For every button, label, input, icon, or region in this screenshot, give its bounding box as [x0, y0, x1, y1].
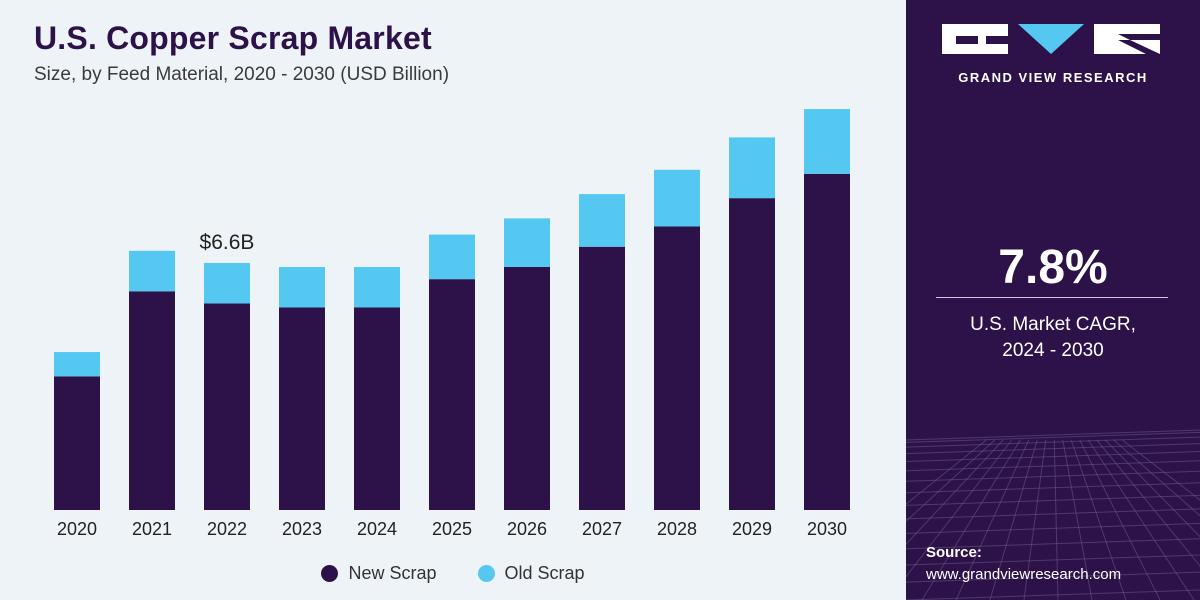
grid-line-h-13	[906, 571, 1200, 583]
legend-label-old-scrap: Old Scrap	[504, 563, 585, 583]
grid-line-v-16	[1121, 439, 1200, 501]
grand-view-research-logo	[942, 24, 1160, 54]
grid-line-v-9	[1062, 439, 1093, 600]
grid-line-v-15	[1113, 439, 1200, 517]
grid-line-h-0	[906, 429, 1200, 441]
grid-line-h-9	[906, 508, 1200, 520]
legend-label-new-scrap: New Scrap	[348, 563, 437, 583]
bar-old-scrap-2028	[654, 169, 700, 227]
brand-name: GRAND VIEW RESEARCH	[958, 70, 1148, 85]
chart-subtitle: Size, by Feed Material, 2020 - 2030 (USD…	[34, 64, 450, 85]
bar-new-scrap-2021	[129, 291, 175, 510]
stacked-bar-chart: 2020 2021 2022 $6.6B 2023 2024 2025 2026 2027 202…	[54, 109, 850, 539]
bar-new-scrap-2026	[504, 267, 550, 510]
grid-line-v-5	[955, 439, 1030, 600]
grid-line-v-10	[1070, 439, 1127, 600]
x-tick-label-2022: 2022	[207, 519, 247, 539]
cagr-label-line1: U.S. Market CAGR,	[970, 314, 1136, 335]
grid-line-v-7	[1023, 439, 1047, 600]
bar-new-scrap-2024	[354, 307, 400, 510]
grid-line-h-4	[906, 451, 1200, 463]
grid-line-v-1	[906, 439, 996, 522]
grid-line-h-12	[906, 554, 1200, 566]
grid-line-h-8	[906, 494, 1200, 506]
legend-swatch-old-scrap	[477, 565, 495, 582]
grid-line-v-6	[989, 439, 1038, 600]
bar-old-scrap-2020	[54, 352, 100, 377]
x-tick-label-2029: 2029	[732, 519, 772, 539]
bar-new-scrap-2020	[54, 376, 100, 510]
grid-line-h-2	[906, 436, 1200, 448]
x-tick-label-2025: 2025	[432, 519, 472, 539]
grid-line-h-1	[906, 431, 1200, 443]
bar-old-scrap-2022	[204, 262, 250, 304]
bar-old-scrap-2030	[804, 109, 850, 174]
grid-line-v-4	[921, 439, 1021, 600]
cagr-label-line2: 2024 - 2030	[1002, 340, 1104, 361]
bar-old-scrap-2026	[504, 218, 550, 267]
chart-panel: U.S. Copper Scrap Market Size, by Feed M…	[0, 0, 906, 600]
bar-new-scrap-2022	[204, 303, 250, 510]
grid-line-v-14	[1104, 439, 1200, 538]
bar-old-scrap-2029	[729, 137, 775, 199]
x-tick-label-2024: 2024	[357, 519, 397, 539]
x-tick-label-2027: 2027	[582, 519, 622, 539]
legend: New Scrap Old Scrap	[0, 563, 906, 587]
bar-new-scrap-2030	[804, 173, 850, 510]
bar-old-scrap-2023	[279, 267, 325, 308]
grid-line-v-11	[1079, 439, 1161, 600]
grid-line-h-10	[906, 522, 1200, 534]
grid-line-v-3	[906, 439, 1013, 578]
source: Source: www.grandviewresearch.com	[926, 542, 1121, 586]
legend-swatch-new-scrap	[321, 565, 339, 582]
grid-line-h-14	[906, 589, 1200, 600]
bar-new-scrap-2027	[579, 246, 625, 510]
decorative-grid	[906, 429, 1200, 600]
bar-old-scrap-2025	[429, 234, 475, 280]
x-tick-label-2023: 2023	[282, 519, 322, 539]
grid-line-v-2	[906, 439, 1004, 545]
grid-line-h-3	[906, 443, 1200, 455]
bar-new-scrap-2028	[654, 226, 700, 510]
bar-old-scrap-2027	[579, 194, 625, 247]
sidebar: GRAND VIEW RESEARCH 7.8% U.S. Market CAG…	[906, 0, 1200, 600]
chart-title: U.S. Copper Scrap Market	[34, 20, 432, 56]
bar-old-scrap-2021	[129, 250, 175, 292]
source-label: Source:	[926, 544, 982, 561]
x-tick-label-2030: 2030	[807, 519, 847, 539]
bar-new-scrap-2025	[429, 279, 475, 510]
legend-item-new-scrap: New Scrap	[321, 563, 436, 584]
divider	[936, 297, 1168, 298]
grid-line-h-6	[906, 470, 1200, 482]
cagr-value: 7.8%	[998, 241, 1108, 294]
x-tick-label-2020: 2020	[57, 519, 97, 539]
grid-line-v-8	[1053, 439, 1059, 600]
x-tick-label-2021: 2021	[132, 519, 172, 539]
x-tick-label-2028: 2028	[657, 519, 697, 539]
data-label-2022: $6.6B	[200, 231, 255, 254]
legend-item-old-scrap: Old Scrap	[477, 563, 585, 584]
cagr-label: U.S. Market CAGR, 2024 - 2030	[906, 312, 1200, 364]
x-tick-label-2026: 2026	[507, 519, 547, 539]
bar-old-scrap-2024	[354, 267, 400, 308]
grid-line-v-12	[1087, 439, 1195, 600]
source-url[interactable]: www.grandviewresearch.com	[926, 566, 1122, 583]
grid-line-v-0	[906, 439, 987, 505]
bar-new-scrap-2023	[279, 307, 325, 510]
bar-new-scrap-2029	[729, 198, 775, 510]
grid-line-v-13	[1096, 439, 1200, 567]
